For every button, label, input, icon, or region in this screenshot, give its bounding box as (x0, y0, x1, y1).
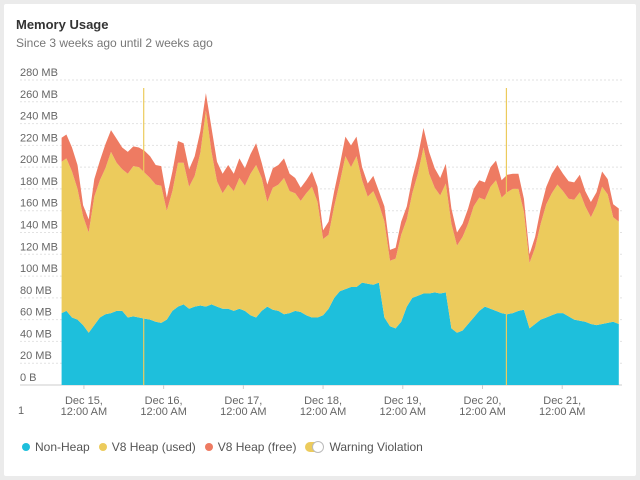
y-tick-label: 60 MB (20, 307, 52, 319)
legend-label-non-heap: Non-Heap (35, 440, 90, 454)
warning-toggle-icon[interactable] (305, 441, 325, 453)
x-tick-label-date: Dec 21, (543, 395, 581, 407)
legend-item-v8-heap-used[interactable]: V8 Heap (used) (98, 440, 196, 454)
y-tick-label: 180 MB (20, 176, 58, 188)
panel-title: Memory Usage (16, 17, 109, 32)
y-tick-label: 120 MB (20, 241, 58, 253)
x-tick-label-date: Dec 18, (304, 395, 342, 407)
area-series-v8-heap-free[interactable] (61, 93, 619, 263)
x-tick-label-date: Dec 15, (65, 395, 103, 407)
x-tick-label-time: 12:00 AM (459, 406, 505, 418)
area-series-non-heap[interactable] (61, 282, 619, 385)
legend-label-warning-violation: Warning Violation (329, 440, 423, 454)
y-tick-label: 100 MB (20, 263, 58, 275)
x-axis-corner-label: 1 (18, 405, 24, 417)
x-tick-label-time: 12:00 AM (220, 406, 266, 418)
legend-item-non-heap[interactable]: Non-Heap (22, 440, 90, 454)
panel-subtitle: Since 3 weeks ago until 2 weeks ago (16, 36, 213, 50)
x-tick-label-date: Dec 20, (464, 395, 502, 407)
x-tick-label-time: 12:00 AM (300, 406, 346, 418)
y-tick-label: 240 MB (20, 111, 58, 123)
y-tick-label: 280 MB (20, 67, 58, 79)
area-series-v8-heap-used[interactable] (61, 110, 619, 333)
x-tick-label-time: 12:00 AM (380, 406, 426, 418)
v8-heap-free-dot-icon (204, 443, 213, 451)
x-tick-label-time: 12:00 AM (61, 406, 107, 418)
legend-item-v8-heap-free[interactable]: V8 Heap (free) (204, 440, 297, 454)
y-tick-label: 220 MB (20, 132, 58, 144)
v8-heap-used-dot-icon (98, 443, 107, 451)
chart-legend: Non-Heap V8 Heap (used) V8 Heap (free) W… (22, 440, 432, 454)
y-tick-label: 80 MB (20, 285, 52, 297)
x-tick-label-date: Dec 19, (384, 395, 422, 407)
y-tick-label: 260 MB (20, 89, 58, 101)
legend-label-v8-heap-used: V8 Heap (used) (111, 440, 196, 454)
y-tick-label: 200 MB (20, 154, 58, 166)
y-tick-label: 160 MB (20, 198, 58, 210)
y-tick-label: 140 MB (20, 220, 58, 232)
legend-item-warning-violation[interactable]: Warning Violation (305, 440, 423, 454)
non-heap-dot-icon (22, 443, 30, 451)
x-tick-label-time: 12:00 AM (539, 406, 585, 418)
y-tick-label: 0 B (20, 372, 37, 384)
x-tick-label-date: Dec 16, (145, 395, 183, 407)
legend-label-v8-heap-free: V8 Heap (free) (217, 440, 297, 454)
y-tick-label: 20 MB (20, 350, 52, 362)
y-tick-label: 40 MB (20, 328, 52, 340)
x-tick-label-date: Dec 17, (224, 395, 262, 407)
x-tick-label-time: 12:00 AM (140, 406, 186, 418)
